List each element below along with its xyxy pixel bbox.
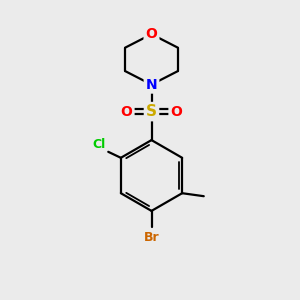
Text: O: O — [146, 27, 158, 41]
Text: O: O — [121, 105, 133, 118]
Text: O: O — [170, 105, 182, 118]
Text: Br: Br — [144, 231, 159, 244]
Text: N: N — [146, 78, 157, 92]
Text: S: S — [146, 104, 157, 119]
Text: Cl: Cl — [92, 138, 105, 151]
